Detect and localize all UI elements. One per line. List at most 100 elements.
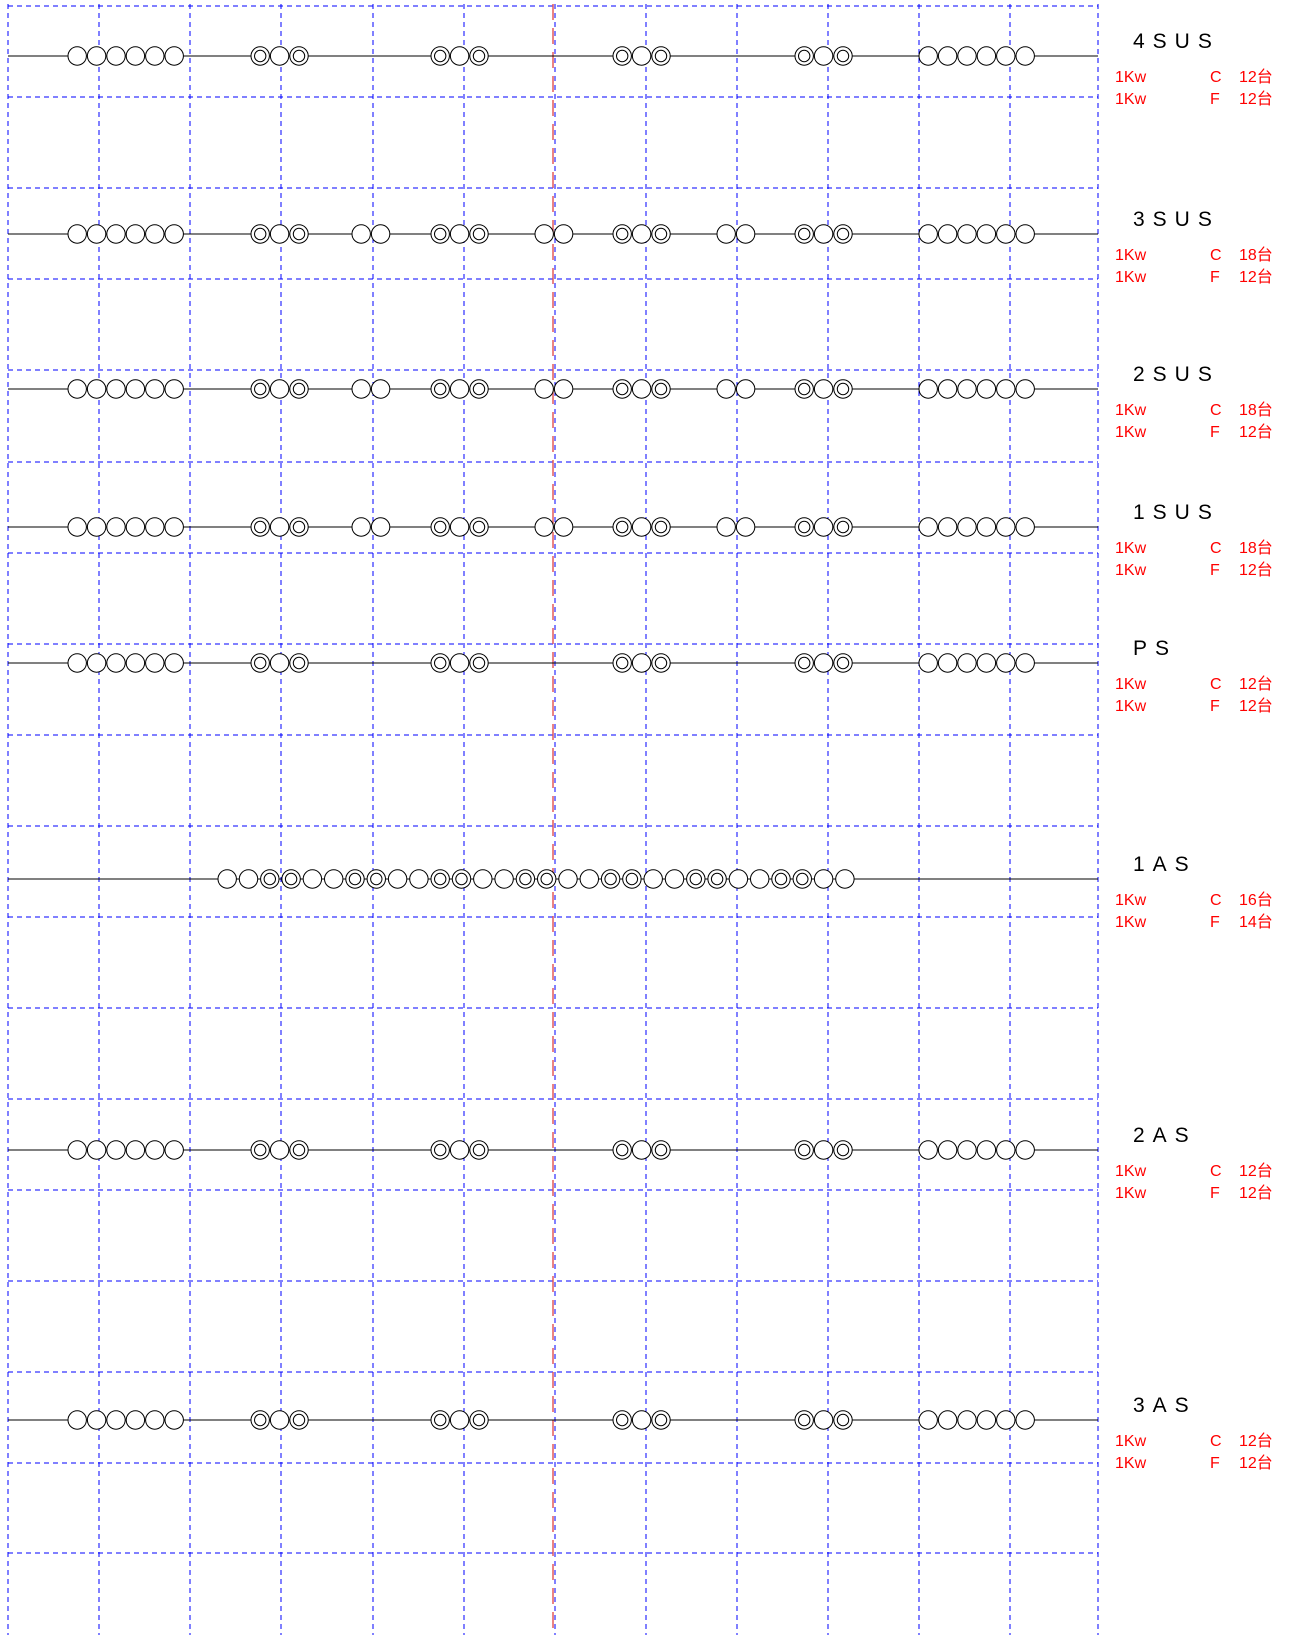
fixture-circle xyxy=(579,869,599,889)
fixture-inner-ring xyxy=(433,382,447,396)
fixture-circle xyxy=(430,517,450,537)
fixture-inner-ring xyxy=(797,656,811,670)
fixture-circle xyxy=(833,1410,853,1430)
fixture-circle xyxy=(794,517,814,537)
fixture-inner-ring xyxy=(253,520,267,534)
fixture-circle xyxy=(449,1140,470,1160)
fixture-circle xyxy=(631,379,652,399)
fixture-circle xyxy=(125,46,146,66)
fixture-circle xyxy=(996,379,1016,399)
fixture-circle xyxy=(164,1410,184,1430)
fixture-circle xyxy=(430,379,450,399)
fixture-circle xyxy=(164,653,184,673)
fixture-circle xyxy=(937,653,958,673)
fixture-circle xyxy=(534,224,554,244)
row-title: 2SUS xyxy=(1133,363,1220,386)
fixture-circle xyxy=(469,224,489,244)
fixture-circle xyxy=(145,653,165,673)
fixture-circle xyxy=(794,46,814,66)
fixture-circle xyxy=(976,224,997,244)
fixture-circle xyxy=(250,1140,270,1160)
fixture-circle xyxy=(86,46,107,66)
fixture-inner-ring xyxy=(836,520,850,534)
fixture-inner-ring xyxy=(370,872,383,886)
fixture-circle xyxy=(67,224,87,244)
spec-type: F xyxy=(1210,698,1220,715)
fixture-circle xyxy=(67,1410,87,1430)
fixture-circle xyxy=(430,869,450,889)
fixture-circle xyxy=(794,224,814,244)
fixture-circle xyxy=(430,1140,450,1160)
fixture-circle xyxy=(469,46,489,66)
fixture-circle xyxy=(269,46,290,66)
spec-type: C xyxy=(1210,69,1222,86)
fixture-inner-ring xyxy=(292,520,306,534)
fixture-circle xyxy=(430,224,450,244)
spec-type: C xyxy=(1210,1433,1222,1450)
fixture-circle xyxy=(86,379,107,399)
fixture-circle xyxy=(106,379,126,399)
fixture-circle xyxy=(918,379,938,399)
spec-type: C xyxy=(1210,676,1222,693)
fixture-circle xyxy=(250,517,270,537)
spec-count: 18台 xyxy=(1239,539,1273,557)
fixture-circle xyxy=(289,517,309,537)
fixture-circle xyxy=(937,1410,958,1430)
fixture-circle xyxy=(86,653,107,673)
fixture-row xyxy=(8,379,1098,399)
row-label-6: 1AS 1Kw C 16台 1Kw F 14台 xyxy=(1115,853,1273,931)
fixture-circle xyxy=(1015,1140,1035,1160)
fixture-inner-ring xyxy=(253,1143,267,1157)
fixture-circle xyxy=(86,1410,107,1430)
fixture-circle xyxy=(449,46,470,66)
fixture-inner-ring xyxy=(292,382,306,396)
fixture-circle xyxy=(67,1140,87,1160)
fixture-circle xyxy=(918,1140,938,1160)
row-label-7: 2AS 1Kw C 12台 1Kw F 12台 xyxy=(1115,1124,1273,1202)
fixture-circle xyxy=(612,1410,632,1430)
fixture-circle xyxy=(250,379,270,399)
spec-type: F xyxy=(1210,91,1220,108)
fixture-circle xyxy=(469,379,489,399)
row-label-2: 3SUS 1Kw C 18台 1Kw F 12台 xyxy=(1115,208,1273,286)
fixture-circle xyxy=(716,379,736,399)
spec-power: 1Kw xyxy=(1115,1163,1147,1180)
fixture-circle xyxy=(1015,653,1035,673)
spec-count: 18台 xyxy=(1239,401,1273,419)
fixture-circle xyxy=(449,653,470,673)
fixture-circle xyxy=(1015,379,1035,399)
row-title: 4SUS xyxy=(1133,30,1220,53)
fixture-circle xyxy=(631,46,652,66)
fixture-circle xyxy=(651,224,671,244)
fixture-circle xyxy=(612,46,632,66)
fixture-circle xyxy=(451,869,472,889)
fixture-circle xyxy=(125,379,146,399)
fixture-circle xyxy=(164,224,184,244)
fixture-row xyxy=(8,653,1098,673)
spec-power: 1Kw xyxy=(1115,402,1147,419)
fixture-circle xyxy=(957,1140,977,1160)
fixture-circle xyxy=(125,1140,146,1160)
fixture-inner-ring xyxy=(654,1413,668,1427)
fixture-circle xyxy=(728,869,749,889)
spec-type: F xyxy=(1210,562,1220,579)
fixture-inner-ring xyxy=(253,1413,267,1427)
fixture-circle xyxy=(289,653,309,673)
fixture-inner-ring xyxy=(615,656,629,670)
fixture-circle xyxy=(976,517,997,537)
fixture-circle xyxy=(996,224,1016,244)
fixture-row xyxy=(8,1410,1098,1430)
fixture-circle xyxy=(976,46,997,66)
fixture-circle xyxy=(918,46,938,66)
row-title: 3SUS xyxy=(1133,208,1220,231)
fixture-inner-ring xyxy=(836,1413,850,1427)
spec-count: 12台 xyxy=(1239,90,1273,108)
row-label-5: PS 1Kw C 12台 1Kw F 12台 xyxy=(1115,637,1273,715)
fixture-circle xyxy=(534,517,554,537)
spec-power: 1Kw xyxy=(1115,1433,1147,1450)
fixture-inner-ring xyxy=(654,227,668,241)
fixture-circle xyxy=(651,517,671,537)
fixture-circle xyxy=(250,46,270,66)
fixture-circle xyxy=(735,224,756,244)
